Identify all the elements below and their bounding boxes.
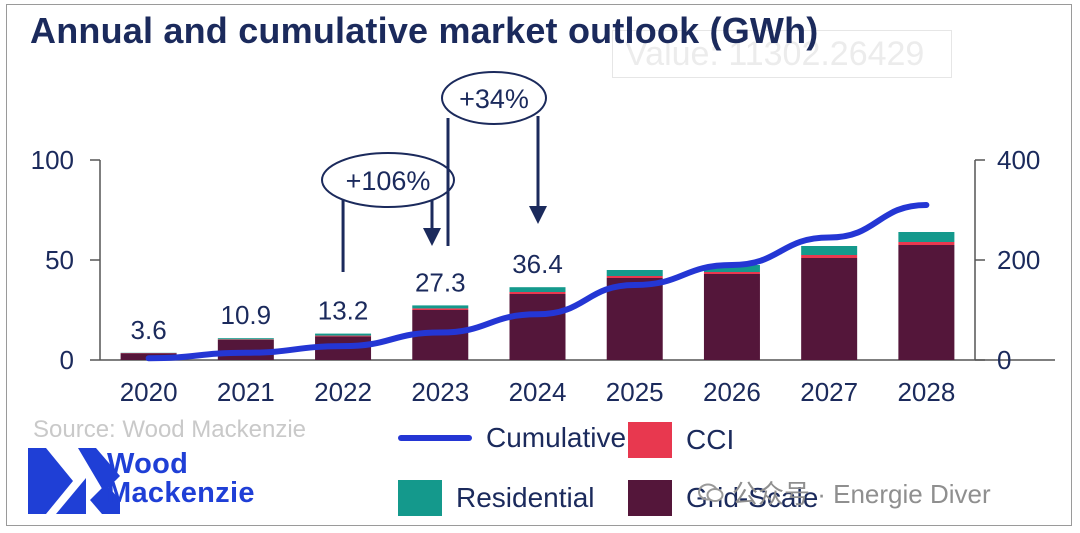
chart-title: Annual and cumulative market outlook (GW… xyxy=(30,10,819,51)
bar-residential xyxy=(217,338,274,340)
left-tick-label: 0 xyxy=(60,345,74,375)
bar-residential xyxy=(801,246,858,255)
bar-residential xyxy=(315,333,372,336)
data-label: 13.2 xyxy=(318,296,369,326)
bar-grid-scale xyxy=(606,278,663,360)
callout-106-ellipse xyxy=(321,152,455,208)
logo-wordmark: Wood Mackenzie xyxy=(107,450,255,508)
data-label: 3.6 xyxy=(131,315,167,345)
cumulative-series-line xyxy=(145,202,930,362)
data-label: 36.4 xyxy=(512,249,563,279)
bar-residential xyxy=(509,287,566,292)
bar-cci xyxy=(703,272,760,274)
legend-residential-swatch xyxy=(398,480,442,516)
legend-cumulative-label: Cumulative xyxy=(486,422,627,453)
callout-106-text: +106% xyxy=(346,166,431,196)
right-tick-label: 200 xyxy=(997,245,1040,275)
bar-residential xyxy=(412,305,469,309)
data-label: 27.3 xyxy=(415,267,466,297)
left-tick-label: 50 xyxy=(45,245,74,275)
data-labels: 3.6 10.9 13.2 27.3 36.4 xyxy=(131,249,563,345)
right-tick-label: 0 xyxy=(997,345,1011,375)
x-tick-label: 2021 xyxy=(217,377,275,407)
bar-cci xyxy=(412,308,469,310)
callout-106-arrow-head xyxy=(423,228,441,246)
cumulative-line xyxy=(145,202,930,362)
legend-cumulative-line xyxy=(398,435,472,441)
legend-cci-swatch xyxy=(628,422,672,458)
bar-residential xyxy=(606,270,663,276)
x-tick-label: 2020 xyxy=(120,377,178,407)
legend-residential: Residential xyxy=(398,480,595,516)
callout-34-arrow-head xyxy=(529,206,547,224)
bar-cci xyxy=(801,255,858,258)
x-tick-label: 2026 xyxy=(703,377,761,407)
bar-grid-scale xyxy=(801,258,858,360)
watermark-text: 公众号 · Energie Diver xyxy=(732,479,991,509)
bar-cci xyxy=(217,339,274,340)
callout-34-text: +34% xyxy=(459,84,529,114)
legend-cci-label: CCI xyxy=(686,424,735,455)
watermark: 公众号 · Energie Diver xyxy=(698,474,991,511)
bar-residential xyxy=(898,232,955,242)
bar-residential xyxy=(703,265,760,272)
x-tick-label: 2027 xyxy=(800,377,858,407)
x-tick-label: 2024 xyxy=(509,377,567,407)
bar-cci xyxy=(509,292,566,294)
left-tick-label: 100 xyxy=(31,145,74,175)
ghost-tooltip: Value: 11302.26429 xyxy=(612,30,952,78)
callout-34-ellipse xyxy=(441,71,547,125)
legend-residential-label: Residential xyxy=(456,482,595,513)
data-label: 10.9 xyxy=(221,300,272,330)
bar-grid-scale xyxy=(898,245,955,360)
bar-cci xyxy=(315,335,372,337)
x-tick-label: 2028 xyxy=(897,377,955,407)
legend-cumulative: Cumulative xyxy=(398,422,626,454)
logo-line-1: Wood xyxy=(107,448,189,480)
bar-grid-scale xyxy=(703,274,760,360)
chart-frame xyxy=(6,4,1072,526)
wood-mackenzie-logo-icon xyxy=(28,448,120,514)
source-note: Source: Wood Mackenzie xyxy=(33,416,307,443)
x-tick-label: 2025 xyxy=(606,377,664,407)
bar-cci xyxy=(898,242,955,245)
x-tick-label: 2022 xyxy=(314,377,372,407)
legend-cci: CCI xyxy=(628,422,734,458)
logo-line-2: Mackenzie xyxy=(107,477,255,509)
bar-cci xyxy=(606,276,663,278)
axes: 0 50 100 0 200 400 2020 2021 2022 2023 2024 2025 202… xyxy=(31,145,1055,407)
bar-grid-scale xyxy=(509,294,566,360)
right-tick-label: 400 xyxy=(997,145,1040,175)
x-tick-label: 2023 xyxy=(411,377,469,407)
annotations: +106% +34% xyxy=(321,71,547,272)
wechat-icon xyxy=(698,483,724,502)
legend-grid-scale-swatch xyxy=(628,480,672,516)
